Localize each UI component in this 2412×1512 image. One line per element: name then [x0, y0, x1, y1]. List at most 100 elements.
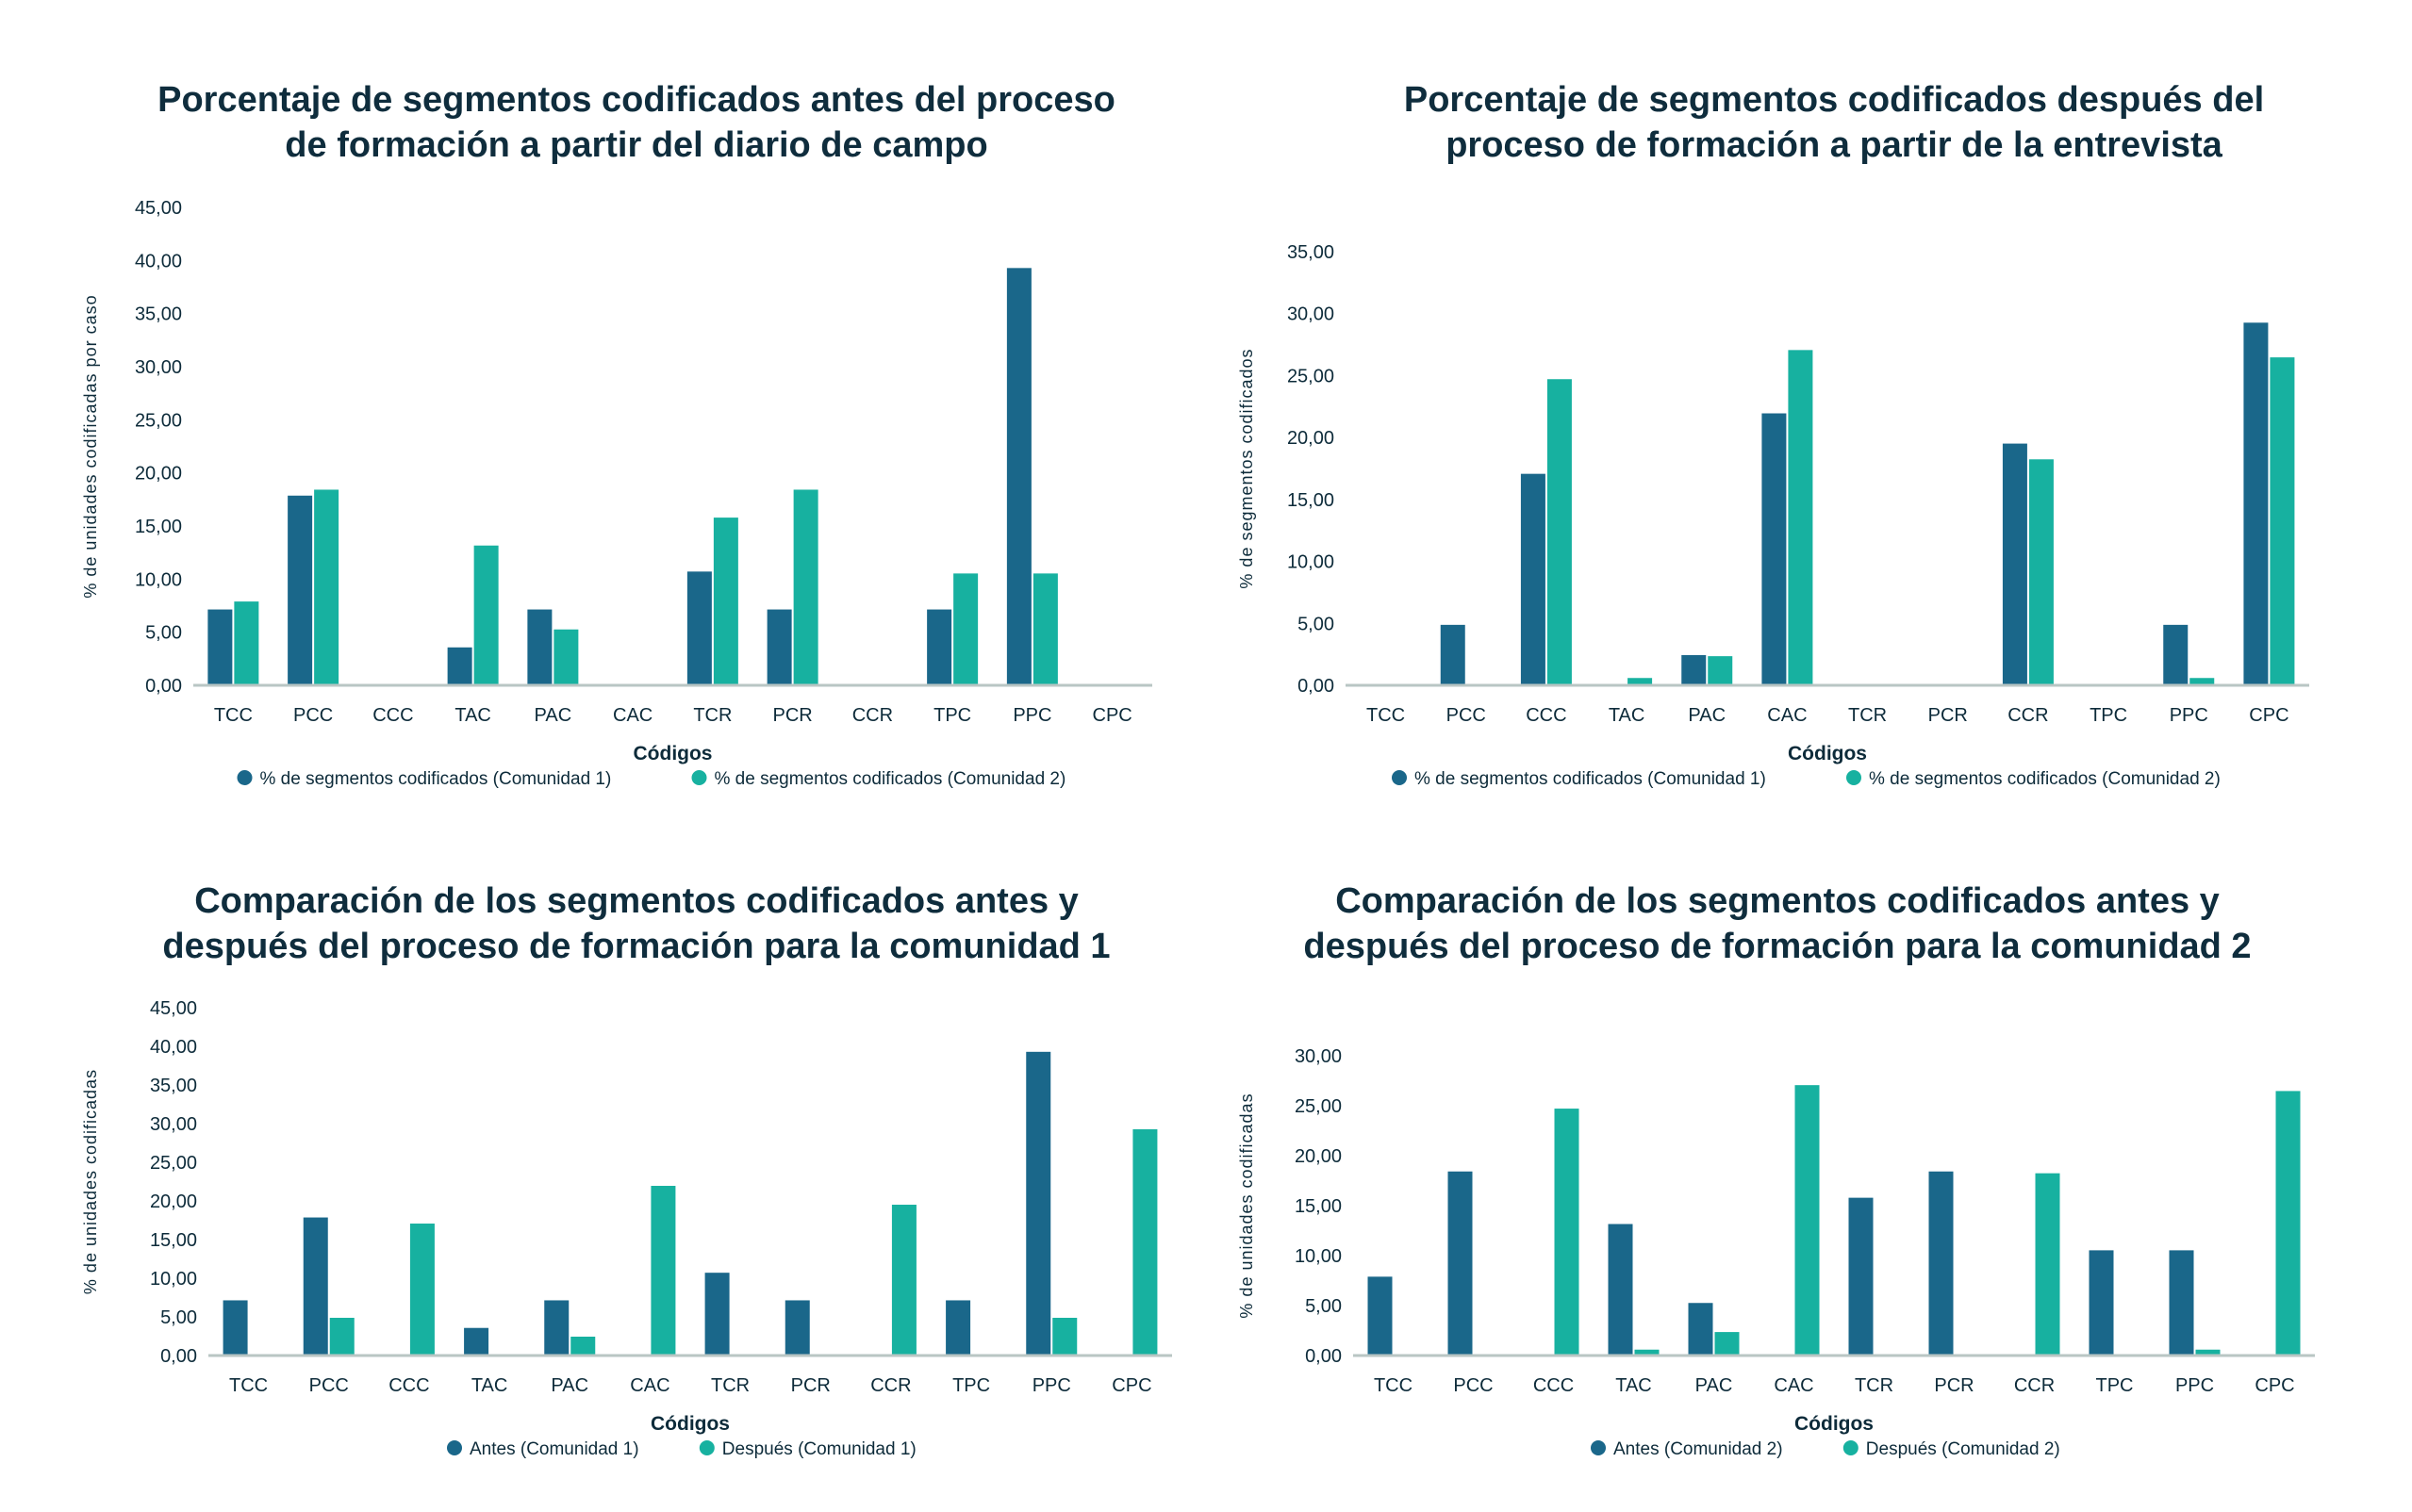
x-axis-title: Códigos	[634, 743, 713, 764]
bar-tcc-series-2	[234, 601, 259, 685]
y-tick-label: 15,00	[135, 517, 182, 537]
bar-pcr-series-1	[1928, 1171, 1954, 1356]
x-tick-label: PCR	[1934, 1375, 1974, 1396]
bar-pcc-series-1	[1440, 624, 1465, 685]
y-tick-label: 25,00	[1287, 366, 1334, 386]
y-tick-label: 0,00	[145, 676, 182, 697]
title-line: después del proceso de formación para la…	[1303, 927, 2252, 966]
y-tick-label: 30,00	[1295, 1046, 1342, 1067]
bar-tcr-series-2	[713, 518, 738, 685]
x-tick-label: TPC	[933, 705, 971, 726]
x-tick-label: PAC	[1695, 1375, 1733, 1396]
bar-cac-series-1	[1761, 413, 1787, 685]
chart-2-title: Porcentaje de segmentos codificados desp…	[1249, 77, 2412, 168]
x-tick-label: CCR	[852, 705, 893, 726]
bar-cpc-series-2	[1132, 1128, 1158, 1356]
bar-pcc-series-1	[1447, 1171, 1473, 1356]
x-tick-label: TPC	[2096, 1375, 2134, 1396]
x-tick-label: CAC	[1774, 1375, 1813, 1396]
legend-marker	[1392, 770, 1407, 785]
chart-3: 0,00 5,00 10,00 15,00 20,00 25,00 30,00 35,00 40…	[81, 998, 1172, 1459]
y-tick-label: 15,00	[1287, 490, 1334, 511]
chart-4: 0,00 5,00 10,00 15,00 20,00 25,00 30,00 % de un…	[1237, 1046, 2315, 1459]
y-tick-label: 5,00	[160, 1307, 197, 1328]
x-tick-label: CPC	[2255, 1375, 2294, 1396]
x-tick-label: TCC	[1366, 705, 1405, 726]
y-tick-label: 5,00	[145, 623, 182, 644]
bar-tcr-series-1	[686, 571, 712, 685]
bar-tac-series-2	[473, 545, 499, 685]
bar-tac-series-1	[464, 1327, 489, 1356]
legend-label: Después (Comunidad 1)	[722, 1439, 917, 1459]
x-tick-label: PCR	[1928, 705, 1968, 726]
y-tick-label: 35,00	[135, 304, 182, 325]
bar-tac-series-2	[1634, 1349, 1660, 1356]
legend-marker	[237, 770, 253, 785]
legend-marker	[699, 1440, 715, 1455]
y-tick-label: 35,00	[1287, 242, 1334, 263]
bar-pcr-series-2	[793, 489, 818, 685]
x-tick-label: TPC	[952, 1375, 990, 1396]
bar-ccc-series-2	[409, 1224, 435, 1356]
title-line: proceso de formación a partir de la entr…	[1446, 125, 2222, 165]
title-line: después del proceso de formación para la…	[162, 927, 1111, 966]
bar-tcr-series-1	[1848, 1197, 1874, 1356]
legend-label: Después (Comunidad 2)	[1866, 1439, 2060, 1459]
y-axis-title: % de unidades codificadas	[1237, 1093, 1256, 1318]
legend-marker	[1842, 1440, 1859, 1455]
title-line: Porcentaje de segmentos codificados ante…	[157, 80, 1115, 120]
bar-pac-series-1	[1688, 1303, 1713, 1356]
chart-3-title: Comparación de los segmentos codificados…	[52, 879, 1221, 969]
x-tick-label: TCR	[711, 1375, 750, 1396]
legend-label: Antes (Comunidad 1)	[470, 1439, 639, 1459]
title-line: de formación a partir del diario de camp…	[285, 125, 988, 165]
x-tick-label: CCC	[1526, 705, 1566, 726]
x-tick-label: TPC	[2090, 705, 2127, 726]
y-tick-label: 5,00	[1297, 614, 1334, 634]
y-tick-label: 20,00	[150, 1192, 197, 1212]
x-tick-label: PPC	[2170, 705, 2208, 726]
y-tick-label: 10,00	[135, 569, 182, 590]
x-tick-label: TAC	[454, 705, 491, 726]
y-tick-label: 30,00	[1287, 304, 1334, 325]
x-tick-label: TCR	[1848, 705, 1887, 726]
x-tick-label: PPC	[2175, 1375, 2214, 1396]
y-tick-label: 10,00	[150, 1269, 197, 1290]
bar-ppc-series-2	[2195, 1349, 2221, 1356]
y-tick-label: 20,00	[1295, 1146, 1342, 1167]
bar-pcc-series-2	[314, 489, 339, 685]
y-tick-label: 0,00	[1297, 676, 1334, 697]
x-tick-label: TAC	[1609, 705, 1645, 726]
bar-pcc-series-1	[303, 1217, 328, 1356]
legend: Antes (Comunidad 2) Después (Comunidad 2)	[1591, 1439, 2060, 1459]
bar-ccr-series-2	[891, 1205, 917, 1356]
bar-ppc-series-2	[1052, 1317, 1078, 1356]
x-tick-label: TCC	[229, 1375, 268, 1396]
bar-tpc-series-1	[927, 609, 952, 685]
x-axis-title: Códigos	[651, 1413, 730, 1435]
title-line: Comparación de los segmentos codificados…	[1335, 881, 2220, 921]
bar-pac-series-2	[1714, 1332, 1740, 1356]
chart-1: 0,00 5,00 10,00 15,00 20,00 25,00 30,00 35,00 40…	[81, 198, 1152, 789]
bar-ppc-series-1	[2169, 1250, 2194, 1356]
legend-label: % de segmentos codificados (Comunidad 1)	[260, 769, 612, 789]
y-axis-title: % de segmentos codificados	[1237, 348, 1256, 588]
x-tick-label: CAC	[1767, 705, 1807, 726]
x-tick-label: PPC	[1013, 705, 1051, 726]
bar-ppc-series-2	[2189, 678, 2215, 685]
bar-ccr-series-2	[2035, 1173, 2060, 1356]
bar-ppc-series-1	[1006, 268, 1032, 685]
bar-pcr-series-1	[785, 1300, 810, 1356]
x-tick-label: CAC	[630, 1375, 669, 1396]
bar-tac-series-1	[447, 647, 472, 685]
legend-label: % de segmentos codificados (Comunidad 2)	[1869, 769, 2221, 789]
bar-pac-series-2	[553, 629, 579, 685]
legend-marker	[447, 1440, 462, 1455]
y-tick-label: 20,00	[1287, 428, 1334, 449]
bar-tcc-series-1	[1367, 1276, 1393, 1356]
bar-ccc-series-1	[1520, 473, 1545, 685]
x-tick-label: TCR	[1855, 1375, 1893, 1396]
bar-pcr-series-1	[767, 609, 792, 685]
bar-tcr-series-1	[704, 1273, 730, 1356]
